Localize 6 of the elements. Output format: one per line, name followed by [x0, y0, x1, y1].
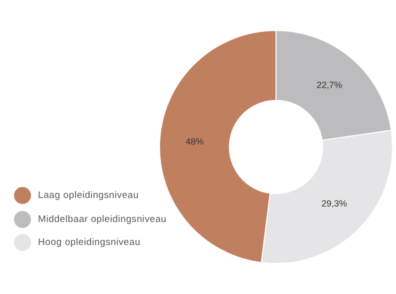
legend-label: Middelbaar opleidingsniveau	[38, 214, 167, 225]
legend-label: Laag opleidingsniveau	[38, 190, 139, 202]
data-label: 29,3%	[321, 198, 347, 209]
data-label: 22,7%	[316, 80, 342, 90]
legend-label: Hoog opleidingsniveau	[38, 237, 140, 248]
data-label: 48%	[186, 136, 204, 146]
